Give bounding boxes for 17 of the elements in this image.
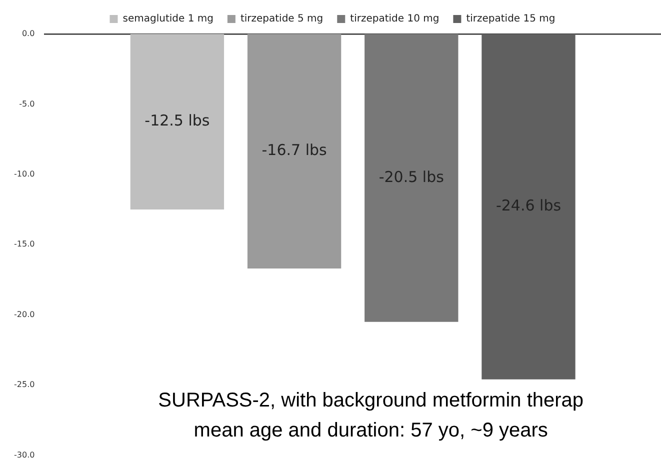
y-tick-label: 0.0 — [22, 29, 35, 38]
y-tick-label: -25.0 — [14, 380, 35, 390]
data-label: -20.5 lbs — [378, 168, 444, 186]
legend-label: tirzepatide 10 mg — [350, 14, 440, 25]
data-label: -12.5 lbs — [144, 112, 210, 130]
annotation: SURPASS-2, with background metformin therap — [158, 390, 584, 412]
y-tick-label: -10.0 — [14, 169, 35, 178]
annotation: mean age and duration: 57 yo, ~9 years — [194, 420, 548, 442]
y-tick-label: -5.0 — [19, 99, 35, 108]
legend-label: tirzepatide 5 mg — [240, 14, 324, 25]
legend-label: tirzepatide 15 mg — [466, 14, 556, 25]
y-tick-label: -20.0 — [14, 310, 35, 319]
data-label: -16.7 lbs — [262, 141, 328, 160]
legend-label: semaglutide 1 mg — [122, 14, 214, 25]
y-tick-label: -30.0 — [14, 450, 35, 460]
y-tick-label: -15.0 — [14, 240, 35, 249]
data-label: -24.6 lbs — [496, 196, 562, 215]
